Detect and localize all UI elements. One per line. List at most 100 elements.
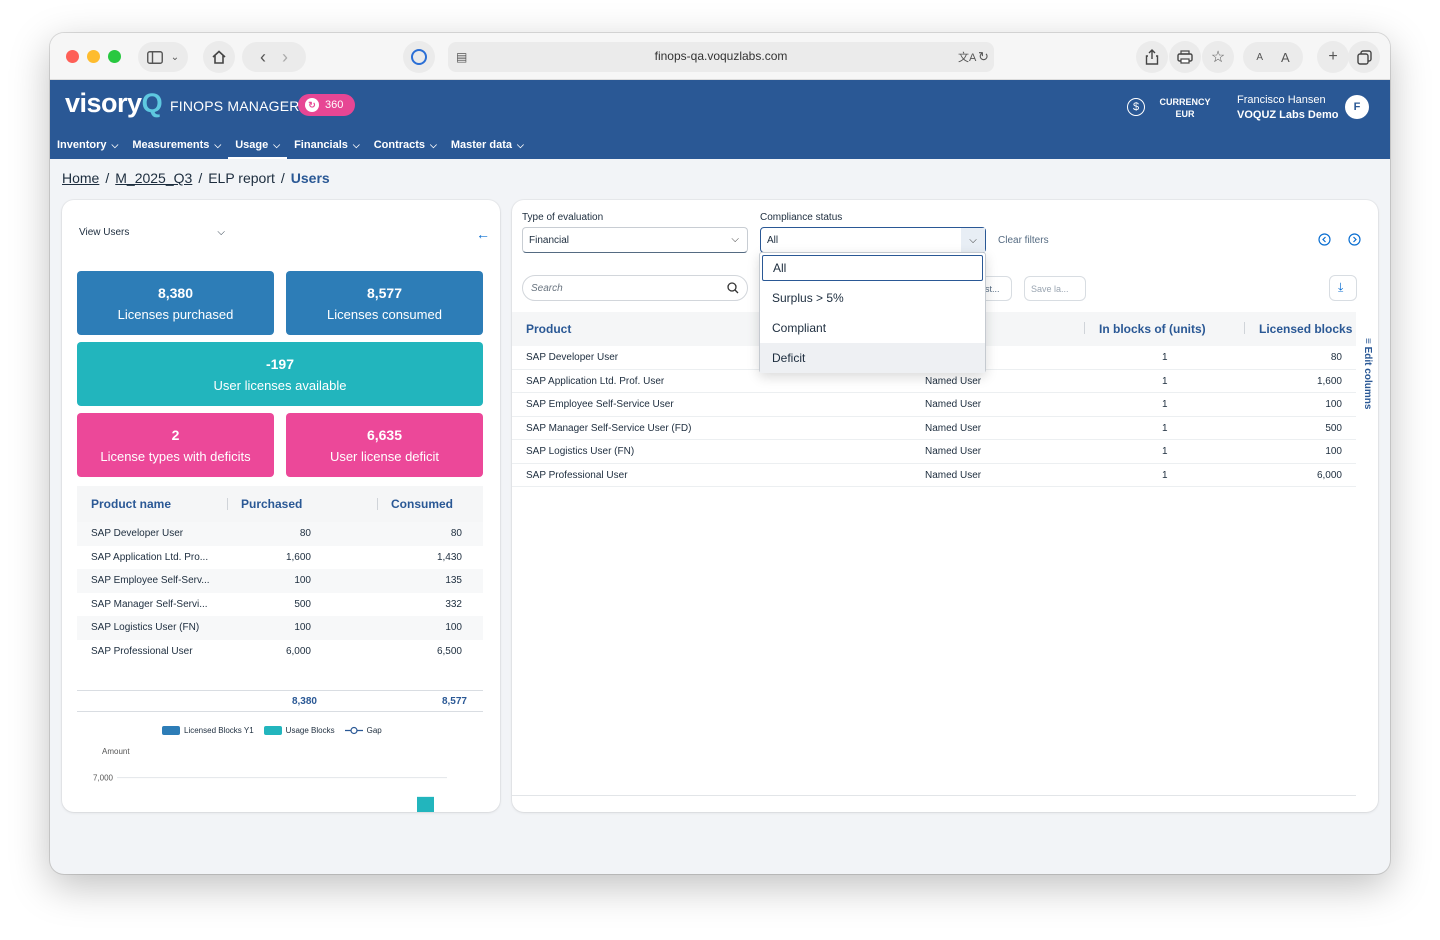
table-row[interactable]: SAP Developer User 80 80 (77, 522, 483, 546)
home-icon[interactable] (203, 41, 235, 73)
nav-master-data[interactable]: Master data ⌵ (444, 137, 531, 159)
column-product-name[interactable]: Product name (91, 497, 172, 511)
legend-item[interactable]: Licensed Blocks Y1 (162, 726, 254, 736)
cell-block-size: 1 (1162, 352, 1168, 363)
download-icon[interactable]: ⤓ (1329, 275, 1357, 301)
search-input[interactable]: Search (522, 275, 748, 301)
cell-product: SAP Employee Self-Serv... (91, 575, 210, 587)
view-select[interactable]: View Users ⌵ (79, 227, 225, 238)
print-icon[interactable] (1169, 41, 1201, 73)
text-smaller-icon[interactable]: A (1256, 51, 1263, 63)
back-icon[interactable]: ‹ (260, 46, 266, 67)
compliance-status-dropdown: All Surplus > 5% Compliant Deficit (759, 252, 986, 373)
compliance-status-select[interactable]: All ⌵ (760, 227, 986, 253)
cell-product: SAP Developer User (91, 528, 184, 540)
previous-circle-icon[interactable] (1318, 233, 1331, 249)
edit-columns-label: Edit columns (1362, 346, 1373, 410)
cell-licensed-blocks: 1,600 (1316, 375, 1342, 387)
cell-block-size: 1 (1162, 399, 1168, 410)
tile-license-types-deficit: 2 License types with deficits (77, 413, 274, 477)
column-purchased[interactable]: Purchased (227, 497, 377, 511)
forward-icon[interactable]: › (282, 46, 288, 67)
chevron-down-icon: ⌵ (517, 140, 524, 150)
search-icon (727, 282, 739, 294)
column-separator (1244, 322, 1245, 334)
nav-usage[interactable]: Usage ⌵ (228, 137, 288, 159)
table-row[interactable]: SAP Logistics User (FN) Named User 1 100 (512, 440, 1356, 464)
legend-item[interactable]: Gap (344, 726, 382, 735)
chevron-down-icon: ⌵ (214, 140, 222, 150)
user-info: Francisco Hansen VOQUZ Labs Demo (1237, 93, 1338, 123)
option-all[interactable]: All (762, 255, 983, 281)
address-bar[interactable]: ▤ finops-qa.voquzlabs.com 文A ↻ (448, 42, 994, 72)
text-larger-icon[interactable]: A (1281, 49, 1290, 65)
breadcrumb-home[interactable]: Home (62, 170, 100, 186)
option-deficit[interactable]: Deficit (760, 343, 985, 373)
nav-contracts[interactable]: Contracts ⌵ (367, 137, 444, 159)
share-icon[interactable] (1136, 41, 1168, 73)
column-licensed-blocks[interactable]: Licensed blocks (1259, 322, 1353, 336)
close-window-button[interactable] (66, 50, 79, 63)
column-consumed[interactable]: Consumed (377, 497, 483, 511)
search-placeholder: Search (531, 283, 563, 294)
table-row[interactable]: SAP Application Ltd. Pro... 1,600 1,430 (77, 546, 483, 570)
legend-label: Licensed Blocks Y1 (184, 726, 254, 735)
chevron-down-icon: ⌵ (217, 227, 225, 238)
nav-financials[interactable]: Financials ⌵ (287, 137, 367, 159)
reload-icon[interactable]: ↻ (978, 49, 989, 64)
bookmark-star-icon[interactable]: ☆ (1202, 41, 1234, 73)
cell-product: SAP Application Ltd. Pro... (91, 551, 209, 563)
table-row[interactable]: SAP Manager Self-Servi... 500 332 (77, 593, 483, 617)
edit-columns-button[interactable]: ≡ Edit columns (1359, 338, 1373, 428)
save-layout-button[interactable]: Save la... (1024, 276, 1086, 301)
table-row[interactable]: SAP Employee Self-Service User Named Use… (512, 393, 1356, 417)
tab-overview-icon[interactable] (1348, 41, 1380, 73)
sidebar-toggle-icon[interactable]: ⌄ (138, 42, 188, 72)
option-surplus[interactable]: Surplus > 5% (772, 291, 844, 305)
breadcrumb-measurement[interactable]: M_2025_Q3 (115, 170, 193, 186)
page-settings-icon[interactable]: ▤ (456, 50, 468, 64)
type-evaluation-select[interactable]: Financial ⌵ (522, 227, 748, 253)
table-row[interactable]: SAP Application Ltd. Prof. User Named Us… (512, 370, 1356, 393)
table-row[interactable]: SAP Professional User 6,000 6,500 (77, 640, 483, 664)
new-tab-icon[interactable]: + (1317, 41, 1349, 73)
chevron-down-icon: ⌵ (111, 140, 119, 150)
cell-product: SAP Manager Self-Servi... (91, 598, 208, 610)
type-evaluation-value: Financial (529, 235, 570, 246)
cell-consumed: 100 (445, 622, 462, 634)
minimize-window-button[interactable] (87, 50, 100, 63)
legend-item[interactable]: Usage Blocks (263, 726, 335, 736)
chevron-down-icon: ⌵ (731, 234, 739, 245)
breadcrumb-separator: / (105, 170, 110, 186)
nav-inventory[interactable]: Inventory ⌵ (50, 137, 125, 159)
compliance-status-value: All (767, 235, 779, 246)
table-row[interactable]: SAP Professional User Named User 1 6,000 (512, 464, 1356, 487)
column-product[interactable]: Product (526, 322, 572, 336)
password-manager-icon[interactable] (403, 41, 435, 73)
column-in-blocks[interactable]: In blocks of (units) (1099, 322, 1206, 336)
total-consumed: 8,577 (441, 696, 467, 707)
clear-filters-link[interactable]: Clear filters (998, 235, 1049, 246)
tile-value: 8,577 (366, 285, 403, 301)
next-circle-icon[interactable] (1348, 233, 1361, 249)
tile-label: Licenses consumed (327, 307, 442, 322)
tile-licenses-purchased: 8,380 Licenses purchased (77, 271, 274, 335)
table-row[interactable]: SAP Logistics User (FN) 100 100 (77, 616, 483, 640)
cell-consumed: 1,430 (436, 551, 462, 563)
table-row[interactable]: SAP Manager Self-Service User (FD) Named… (512, 417, 1356, 440)
avatar[interactable]: F (1345, 95, 1369, 119)
translate-icon[interactable]: 文A (958, 52, 977, 64)
currency-icon[interactable]: $ (1127, 98, 1145, 116)
cell-licensed-blocks: 6,000 (1316, 469, 1342, 481)
cell-product: SAP Developer User (526, 352, 619, 363)
breadcrumb-separator: / (280, 170, 285, 186)
option-compliant[interactable]: Compliant (772, 321, 827, 335)
bar-usage-blocks[interactable] (417, 796, 434, 812)
collapse-arrow-icon[interactable]: ← (476, 226, 490, 242)
currency-selector[interactable]: CURRENCY EUR (1155, 96, 1215, 120)
nav-measurements[interactable]: Measurements ⌵ (125, 137, 228, 159)
maximize-window-button[interactable] (108, 50, 121, 63)
app-logo[interactable]: visoryQ (65, 88, 163, 118)
table-row[interactable]: SAP Employee Self-Serv... 100 135 (77, 569, 483, 593)
